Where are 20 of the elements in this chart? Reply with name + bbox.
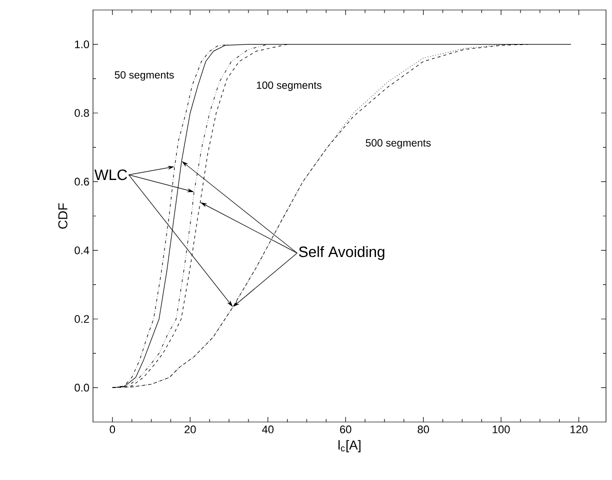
x-tick-label: 80 [418,426,429,434]
annotation: 500 segments [366,139,431,149]
x-tick-label: 100 [492,426,510,434]
x-tick-label: 40 [262,426,274,434]
x-axis-title: l$_{c}$[A] [338,440,360,452]
x-tick-label: 0 [110,426,116,434]
x-tick-label: 120 [570,426,588,434]
y-tick-label: 0.6 [74,178,89,186]
y-tick-label: 0.8 [74,109,89,117]
annotation: WLC [94,170,127,180]
x-tick-label: 60 [340,426,352,434]
y-tick-label: 0.0 [74,384,90,392]
y-tick-label: 0.4 [74,246,90,254]
annotation: 100 segments [256,81,322,91]
x-tick-label: 20 [184,426,196,434]
y-axis-title: CDF [58,203,68,229]
annotation: Self Avoiding [299,246,384,260]
y-tick-label: 0.2 [74,315,89,323]
y-tick-label: 1.0 [75,40,90,48]
annotation: 50 segments [114,71,174,81]
